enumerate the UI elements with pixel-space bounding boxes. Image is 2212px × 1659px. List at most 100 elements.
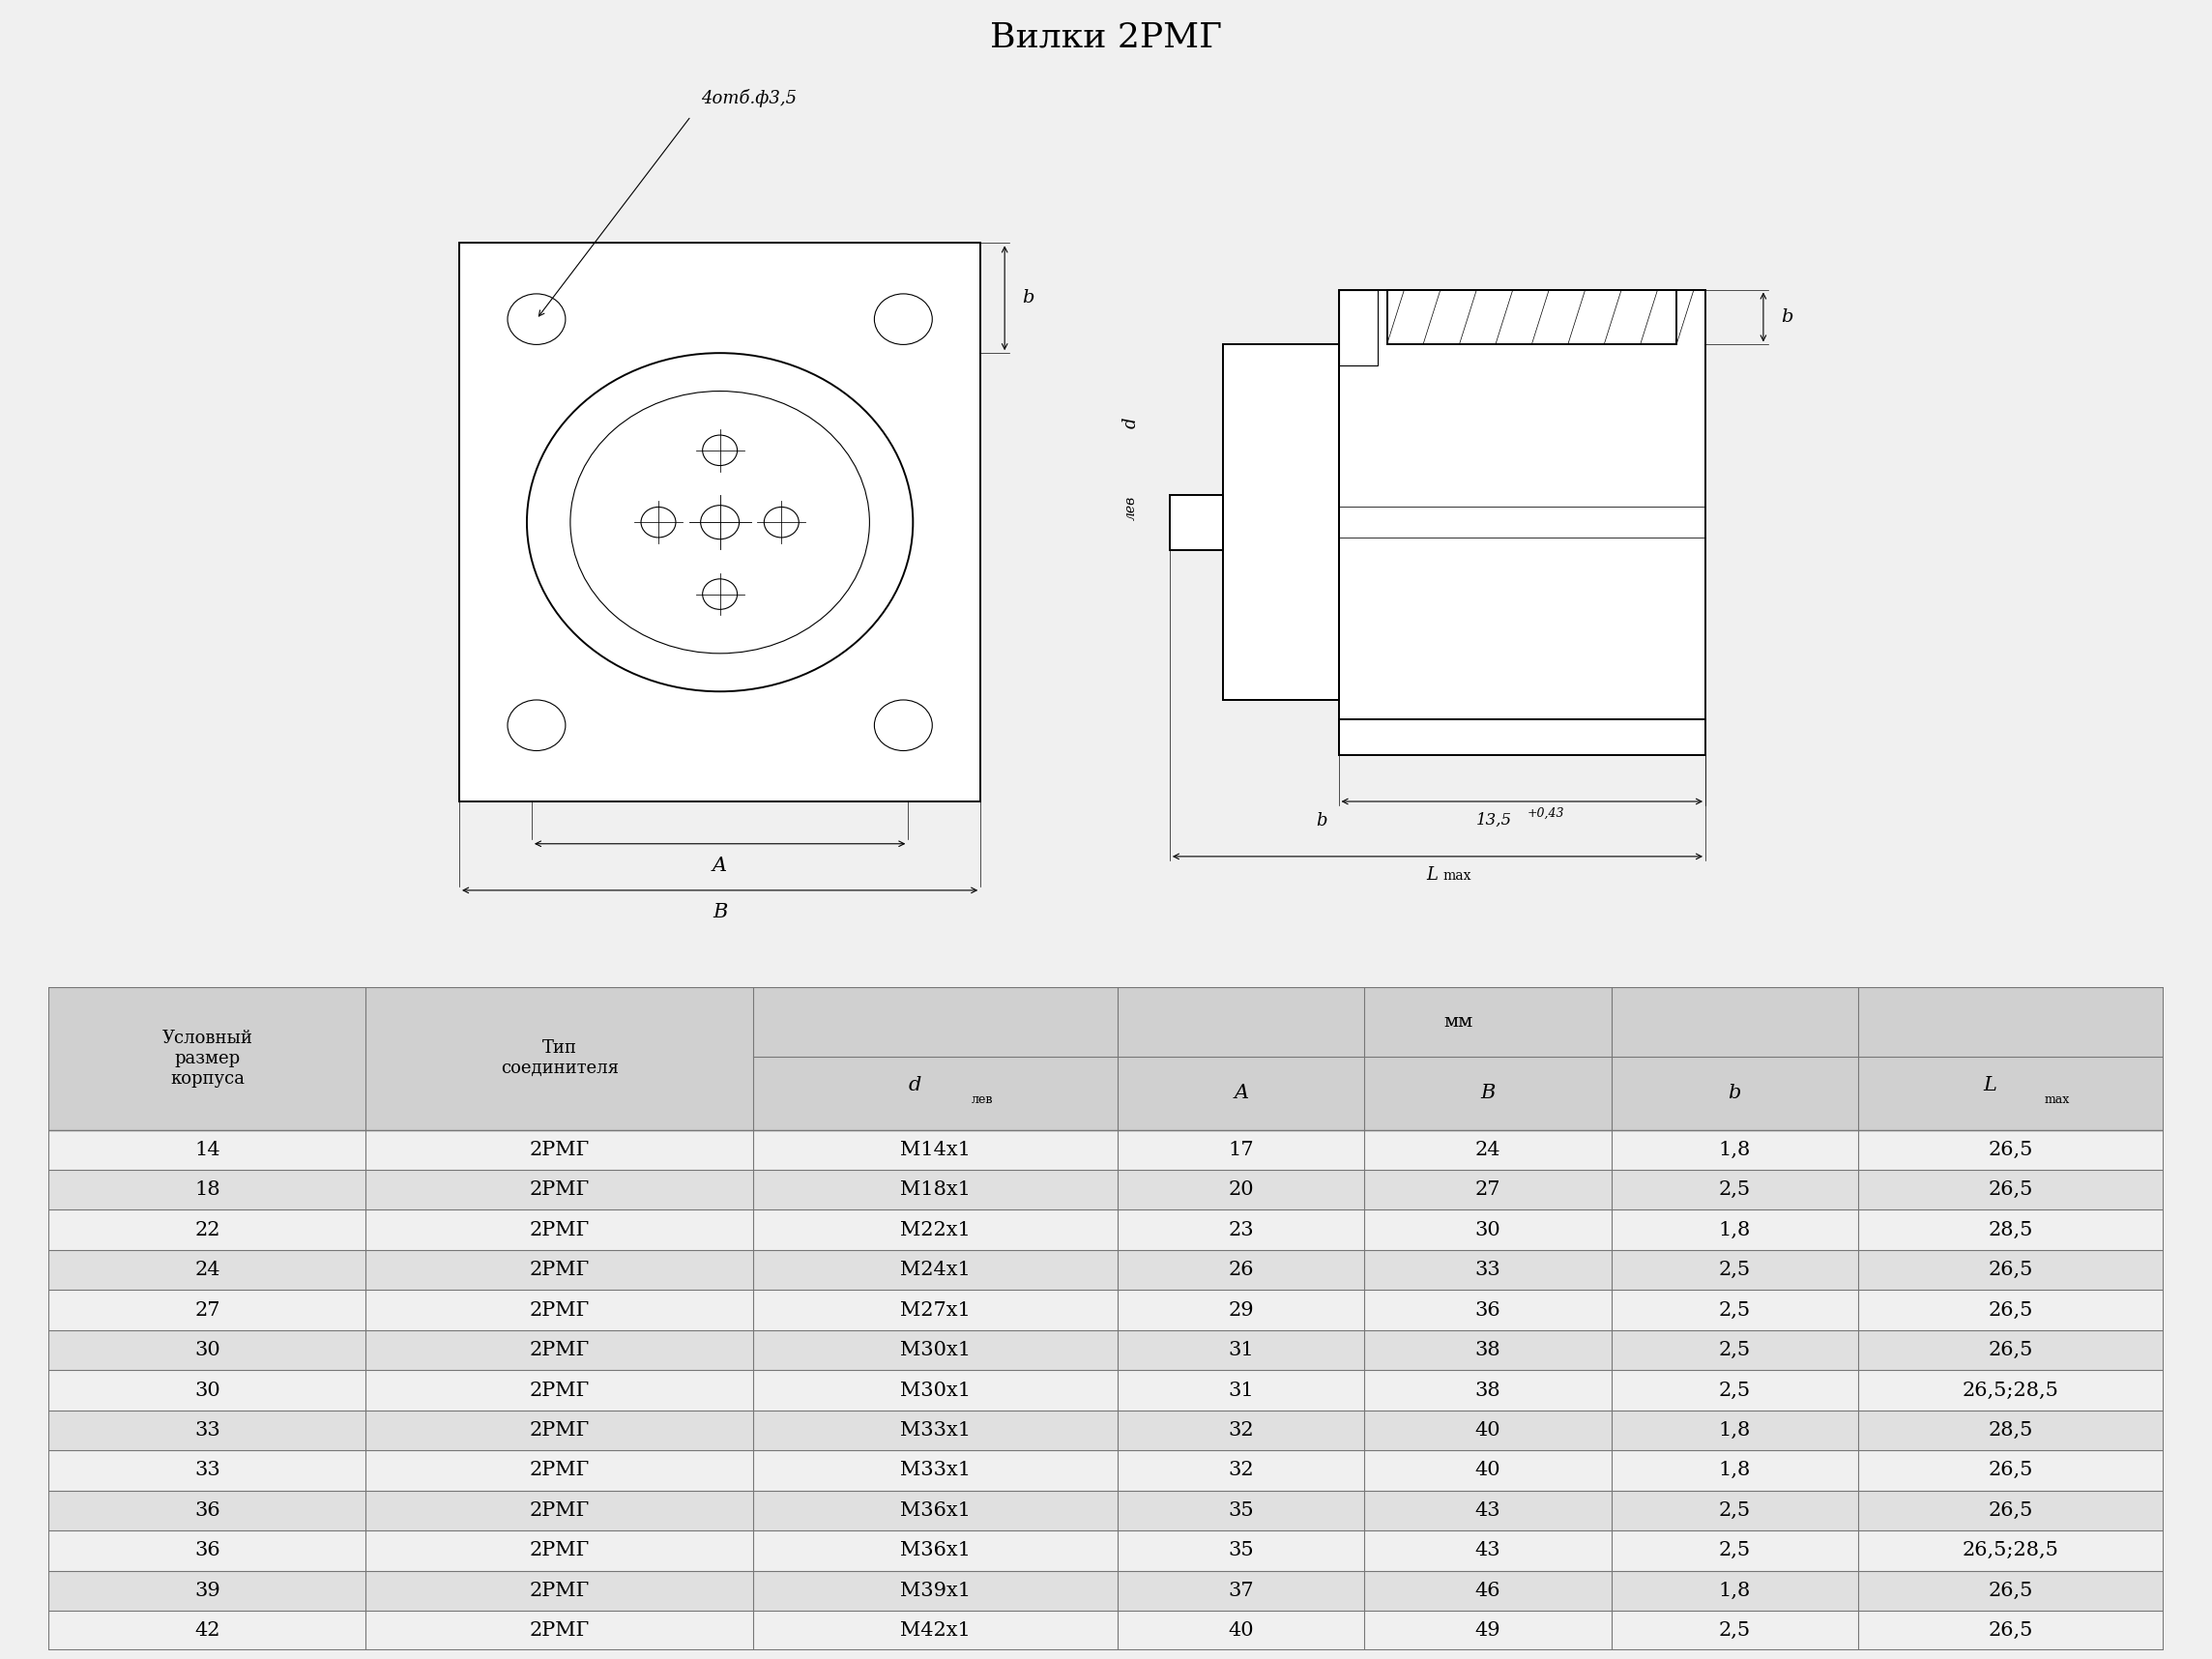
- Text: 2,5: 2,5: [1719, 1621, 1750, 1639]
- Text: B: B: [712, 902, 728, 921]
- Text: 1,8: 1,8: [1719, 1141, 1750, 1160]
- Text: лев: лев: [971, 1093, 993, 1107]
- Bar: [49, 1490, 2163, 1531]
- Text: 30: 30: [1475, 1221, 1500, 1239]
- Bar: [49, 1291, 2163, 1331]
- Circle shape: [874, 700, 931, 750]
- Bar: [49, 1611, 2163, 1651]
- Text: 43: 43: [1475, 1541, 1500, 1559]
- Text: 36: 36: [195, 1541, 221, 1559]
- Bar: [49, 1331, 2163, 1370]
- Text: 26,5: 26,5: [1989, 1301, 2033, 1319]
- Text: 20: 20: [1228, 1181, 1254, 1199]
- Text: 1,8: 1,8: [1719, 1422, 1750, 1440]
- Text: +0,43: +0,43: [1526, 808, 1564, 820]
- Text: 49: 49: [1475, 1621, 1500, 1639]
- Text: 29: 29: [1228, 1301, 1254, 1319]
- Text: 26,5: 26,5: [1989, 1581, 2033, 1599]
- Text: М39х1: М39х1: [900, 1581, 971, 1599]
- Text: 13,5: 13,5: [1475, 811, 1513, 828]
- Text: 2,5: 2,5: [1719, 1380, 1750, 1400]
- Text: 14: 14: [195, 1141, 221, 1160]
- Text: 42: 42: [195, 1621, 219, 1639]
- Text: 33: 33: [1475, 1261, 1500, 1279]
- Text: 2РМГ: 2РМГ: [529, 1462, 591, 1480]
- Text: 2РМГ: 2РМГ: [529, 1541, 591, 1559]
- Text: max: max: [1442, 869, 1471, 883]
- Text: b: b: [1316, 811, 1327, 830]
- Text: М27х1: М27х1: [900, 1301, 971, 1319]
- Text: 2РМГ: 2РМГ: [529, 1301, 591, 1319]
- Text: b: b: [1022, 289, 1033, 307]
- Text: 26: 26: [1228, 1261, 1254, 1279]
- Text: 2РМГ: 2РМГ: [529, 1261, 591, 1279]
- Text: L: L: [1427, 866, 1438, 884]
- Bar: [1338, 290, 1378, 365]
- Circle shape: [703, 579, 737, 609]
- Bar: [1338, 290, 1705, 755]
- Text: 2РМГ: 2РМГ: [529, 1501, 591, 1520]
- Text: М33х1: М33х1: [900, 1422, 971, 1440]
- Text: 2РМГ: 2РМГ: [529, 1380, 591, 1400]
- Text: b: b: [1781, 309, 1792, 325]
- Text: 32: 32: [1228, 1422, 1254, 1440]
- Text: 2,5: 2,5: [1719, 1340, 1750, 1359]
- Circle shape: [571, 392, 869, 654]
- Text: 2,5: 2,5: [1719, 1261, 1750, 1279]
- Text: М42х1: М42х1: [900, 1621, 971, 1639]
- Text: 33: 33: [195, 1462, 221, 1480]
- Text: b: b: [1728, 1083, 1741, 1103]
- Text: 17: 17: [1228, 1141, 1254, 1160]
- Bar: [460, 244, 980, 801]
- Text: A: A: [1234, 1083, 1248, 1103]
- Text: 22: 22: [195, 1221, 219, 1239]
- Text: 33: 33: [195, 1422, 221, 1440]
- Text: 30: 30: [195, 1380, 221, 1400]
- Text: 23: 23: [1228, 1221, 1254, 1239]
- Text: 28,5: 28,5: [1989, 1221, 2033, 1239]
- Circle shape: [703, 435, 737, 466]
- Text: 26,5: 26,5: [1989, 1462, 2033, 1480]
- Bar: [49, 1531, 2163, 1571]
- Text: B: B: [1480, 1083, 1495, 1103]
- Text: 24: 24: [195, 1261, 219, 1279]
- Text: 2,5: 2,5: [1719, 1301, 1750, 1319]
- Text: 35: 35: [1228, 1501, 1254, 1520]
- Text: Условный
размер
корпуса: Условный размер корпуса: [161, 1030, 252, 1087]
- Bar: [49, 1249, 2163, 1291]
- Text: 26,5: 26,5: [1989, 1261, 2033, 1279]
- Bar: [49, 1450, 2163, 1490]
- Text: М30х1: М30х1: [900, 1340, 971, 1359]
- Text: М33х1: М33х1: [900, 1462, 971, 1480]
- Text: 46: 46: [1475, 1581, 1500, 1599]
- Circle shape: [874, 294, 931, 345]
- Bar: [1223, 345, 1338, 700]
- Text: М24х1: М24х1: [900, 1261, 971, 1279]
- Text: 43: 43: [1475, 1501, 1500, 1520]
- Text: 32: 32: [1228, 1462, 1254, 1480]
- Text: Тип
соединителя: Тип соединителя: [500, 1040, 619, 1077]
- Text: мм: мм: [1444, 1014, 1473, 1030]
- Bar: [1338, 720, 1705, 755]
- Bar: [1170, 494, 1223, 549]
- Bar: [49, 1209, 2163, 1249]
- Text: 27: 27: [1475, 1181, 1500, 1199]
- Text: 28,5: 28,5: [1989, 1422, 2033, 1440]
- Text: 26,5: 26,5: [1989, 1621, 2033, 1639]
- Text: 31: 31: [1228, 1340, 1254, 1359]
- Text: 24: 24: [1475, 1141, 1500, 1160]
- Circle shape: [701, 506, 739, 539]
- Text: 18: 18: [195, 1181, 221, 1199]
- Text: М14х1: М14х1: [900, 1141, 971, 1160]
- Circle shape: [507, 700, 566, 750]
- Text: 1,8: 1,8: [1719, 1462, 1750, 1480]
- Text: 2РМГ: 2РМГ: [529, 1141, 591, 1160]
- Text: max: max: [2044, 1093, 2070, 1107]
- Text: Вилки 2РМГ: Вилки 2РМГ: [991, 22, 1221, 53]
- Text: 1,8: 1,8: [1719, 1221, 1750, 1239]
- Text: 35: 35: [1228, 1541, 1254, 1559]
- Text: 38: 38: [1475, 1380, 1500, 1400]
- Text: 4отб.ф3,5: 4отб.ф3,5: [701, 90, 796, 108]
- Text: 26,5;28,5: 26,5;28,5: [1962, 1541, 2059, 1559]
- Circle shape: [526, 353, 914, 692]
